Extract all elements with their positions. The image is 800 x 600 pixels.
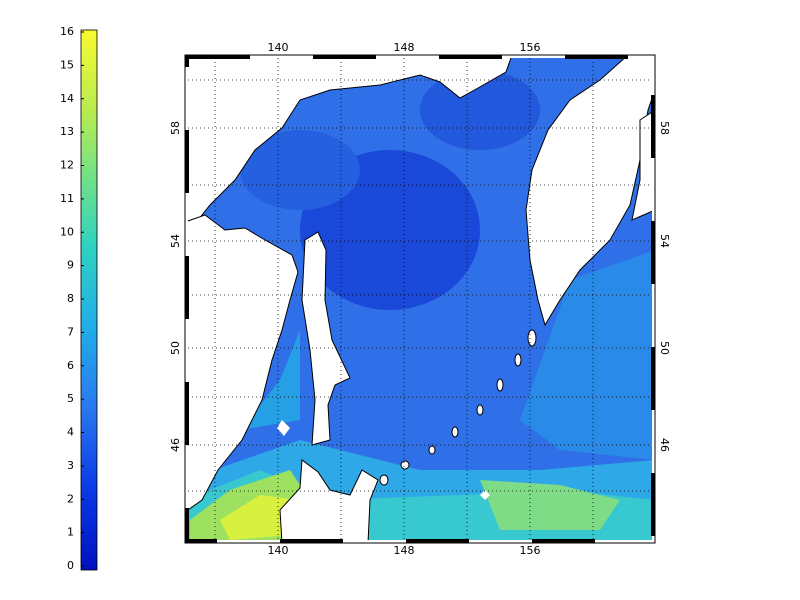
island: [514, 353, 522, 367]
land-mainland-west: [188, 214, 299, 511]
light-patch: [480, 480, 620, 530]
kuril-islands: [379, 329, 537, 486]
island: [400, 460, 410, 470]
lon-label-top: 148: [394, 41, 415, 54]
light-patch: [240, 330, 300, 430]
colorbar-tick-label: 10: [60, 225, 74, 238]
colorbar-tick-label: 1: [67, 526, 74, 539]
colorbar-tick-label: 3: [67, 459, 74, 472]
lat-label-left: 54: [169, 234, 182, 248]
lon-label-top: 156: [520, 41, 541, 54]
lat-label-left: 50: [169, 341, 182, 355]
lon-label-top: 140: [268, 41, 289, 54]
land-mainland-north: [188, 58, 512, 223]
colorbar-tick-label: 11: [60, 192, 74, 205]
land-east: [631, 111, 652, 221]
lat-label-left: 58: [169, 121, 182, 135]
light-patch: [220, 495, 300, 540]
colorbar-scale: [80, 29, 98, 571]
island: [476, 404, 484, 416]
dark-patch: [240, 130, 360, 210]
lat-label-right: 46: [658, 438, 671, 452]
colorbar-tick-label: 12: [60, 159, 74, 172]
lat-label-left: 46: [169, 438, 182, 452]
colorbar-tick-label: 0: [67, 559, 74, 572]
map-field: [188, 58, 652, 540]
colorbar-tick-label: 13: [60, 125, 74, 138]
land-kamchatka: [525, 58, 652, 327]
land-hokkaido: [279, 459, 379, 540]
lon-label-bottom: 140: [268, 544, 289, 557]
lon-label-bottom: 156: [520, 544, 541, 557]
colorbar-tick-label: 16: [60, 25, 74, 38]
island: [428, 445, 436, 455]
colorbar-tick-label: 4: [67, 426, 74, 439]
colorbar: [80, 29, 98, 571]
lat-label-right: 50: [658, 341, 671, 355]
island: [496, 378, 504, 392]
colorbar-tick-label: 15: [60, 58, 74, 71]
island: [379, 474, 389, 486]
colorbar-tick-label: 9: [67, 259, 74, 272]
land-sakhalin: [301, 231, 351, 446]
lat-label-right: 54: [658, 234, 671, 248]
colorbar-tick-label: 6: [67, 359, 74, 372]
colorbar-tick-label: 7: [67, 325, 74, 338]
lat-label-right: 58: [658, 121, 671, 135]
colorbar-tick-label: 5: [67, 392, 74, 405]
colorbar-tick-label: 14: [60, 92, 74, 105]
island: [527, 329, 537, 347]
island: [451, 426, 459, 438]
colorbar-tick-label: 2: [67, 492, 74, 505]
colorbar-tick-label: 8: [67, 292, 74, 305]
map-frame: [184, 54, 656, 544]
map-frame-bands: [185, 55, 655, 543]
light-patch: [520, 251, 652, 460]
graticule: [188, 58, 652, 540]
lon-label-bottom: 148: [394, 544, 415, 557]
